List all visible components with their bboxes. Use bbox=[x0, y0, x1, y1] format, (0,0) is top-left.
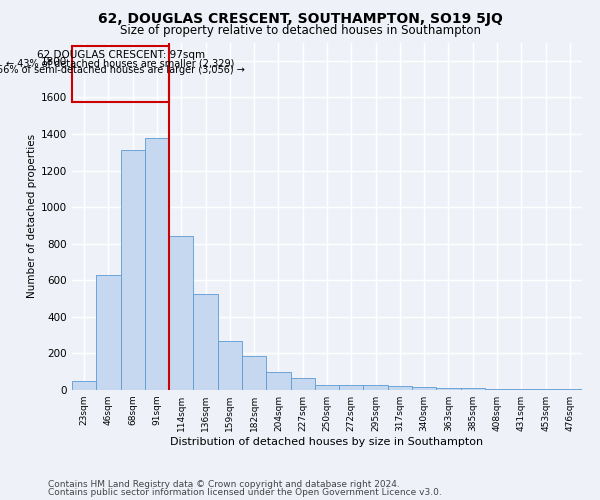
Bar bbox=[436, 388, 461, 390]
Bar bbox=[96, 275, 121, 390]
Bar bbox=[169, 236, 193, 390]
Bar bbox=[218, 340, 242, 390]
Text: 56% of semi-detached houses are larger (3,056) →: 56% of semi-detached houses are larger (… bbox=[0, 66, 245, 76]
Y-axis label: Number of detached properties: Number of detached properties bbox=[27, 134, 37, 298]
Text: ← 43% of detached houses are smaller (2,329): ← 43% of detached houses are smaller (2,… bbox=[7, 58, 235, 68]
Bar bbox=[145, 138, 169, 390]
Bar bbox=[242, 356, 266, 390]
Bar bbox=[72, 381, 96, 390]
Bar bbox=[72, 46, 169, 102]
Bar bbox=[412, 388, 436, 390]
X-axis label: Distribution of detached houses by size in Southampton: Distribution of detached houses by size … bbox=[170, 437, 484, 447]
Bar bbox=[485, 388, 509, 390]
Text: Contains HM Land Registry data © Crown copyright and database right 2024.: Contains HM Land Registry data © Crown c… bbox=[48, 480, 400, 489]
Bar bbox=[121, 150, 145, 390]
Bar bbox=[364, 385, 388, 390]
Bar bbox=[558, 389, 582, 390]
Text: Contains public sector information licensed under the Open Government Licence v3: Contains public sector information licen… bbox=[48, 488, 442, 497]
Text: 62, DOUGLAS CRESCENT, SOUTHAMPTON, SO19 5JQ: 62, DOUGLAS CRESCENT, SOUTHAMPTON, SO19 … bbox=[98, 12, 502, 26]
Text: 62 DOUGLAS CRESCENT: 97sqm: 62 DOUGLAS CRESCENT: 97sqm bbox=[37, 50, 205, 60]
Bar bbox=[266, 372, 290, 390]
Bar bbox=[290, 378, 315, 390]
Bar bbox=[461, 388, 485, 390]
Bar bbox=[509, 389, 533, 390]
Bar bbox=[339, 385, 364, 390]
Bar bbox=[388, 386, 412, 390]
Bar bbox=[533, 389, 558, 390]
Bar bbox=[315, 384, 339, 390]
Text: Size of property relative to detached houses in Southampton: Size of property relative to detached ho… bbox=[119, 24, 481, 37]
Bar bbox=[193, 294, 218, 390]
